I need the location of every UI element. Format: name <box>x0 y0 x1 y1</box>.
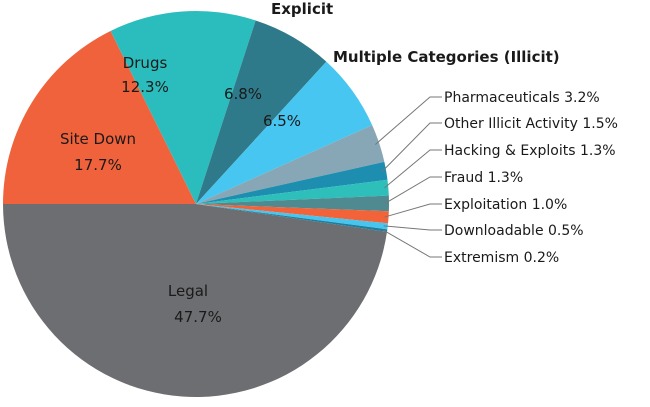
slice-multiple-categories-illicit <box>196 61 373 204</box>
label-drugs: Drugs <box>123 54 168 72</box>
slice-legal <box>3 204 387 397</box>
leader-line-other-illicit-activity <box>381 122 442 172</box>
label-explicit: Explicit <box>271 0 333 18</box>
label-site-down: Site Down <box>60 130 136 148</box>
slice-pharmaceuticals <box>196 125 385 204</box>
leader-line-fraud <box>384 176 442 204</box>
value-explicit: 6.8% <box>224 85 262 103</box>
leader-line-hacking-exploits <box>384 149 442 189</box>
value-drugs: 12.3% <box>121 78 169 96</box>
label-pharmaceuticals: Pharmaceuticals 3.2% <box>444 90 600 106</box>
slice-site-down <box>3 30 196 205</box>
label-multiple-categories-illicit: Multiple Categories (Illicit) <box>333 48 560 66</box>
label-downloadable: Downloadable 0.5% <box>444 223 584 239</box>
label-hacking-exploits: Hacking & Exploits 1.3% <box>444 143 616 159</box>
slice-downloadable <box>196 204 389 230</box>
slice-fraud <box>196 195 389 212</box>
value-site-down: 17.7% <box>74 156 122 174</box>
label-exploitation: Exploitation 1.0% <box>444 197 567 213</box>
slice-hacking-exploits <box>196 179 389 204</box>
slice-drugs <box>110 11 256 204</box>
label-other-illicit-activity: Other Illicit Activity 1.5% <box>444 116 618 132</box>
slice-extremism <box>196 204 388 232</box>
value-multiple-categories-illicit: 6.5% <box>263 112 301 130</box>
slice-explicit <box>196 20 327 205</box>
slice-other-illicit-activity <box>196 161 388 204</box>
label-extremism: Extremism 0.2% <box>444 250 559 266</box>
leader-line-extremism <box>382 229 442 258</box>
label-legal: Legal <box>168 282 208 300</box>
leader-line-exploitation <box>384 203 442 218</box>
leader-line-downloadable <box>383 225 442 231</box>
value-legal: 47.7% <box>174 308 222 326</box>
slice-exploitation <box>196 204 389 224</box>
label-fraud: Fraud 1.3% <box>444 170 523 186</box>
leader-line-pharmaceuticals <box>375 96 442 145</box>
